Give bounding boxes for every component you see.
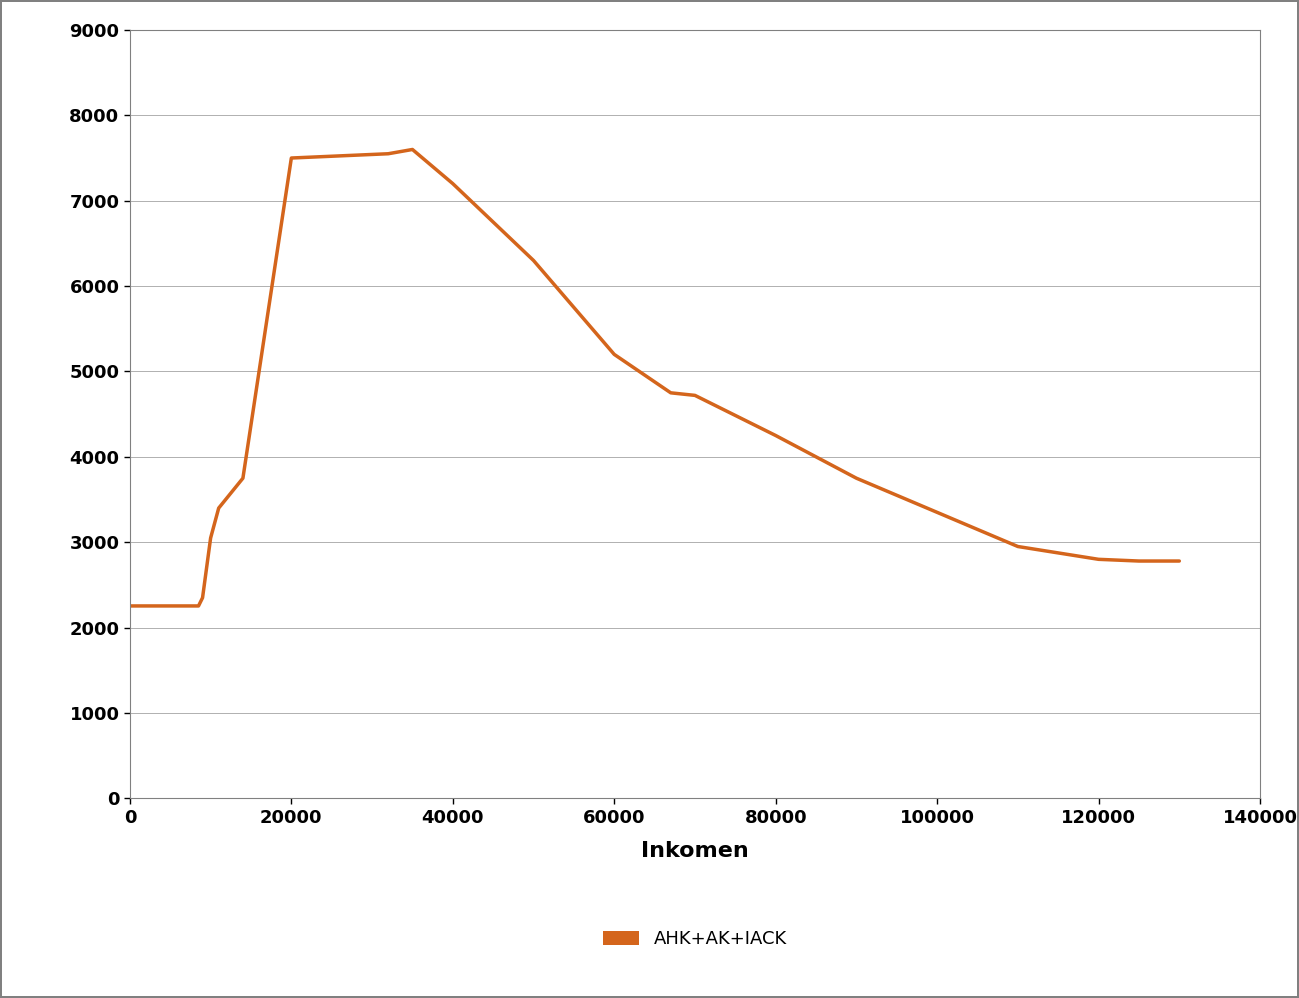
Legend: AHK+AK+IACK: AHK+AK+IACK [596,923,794,955]
X-axis label: Inkomen: Inkomen [642,840,748,860]
